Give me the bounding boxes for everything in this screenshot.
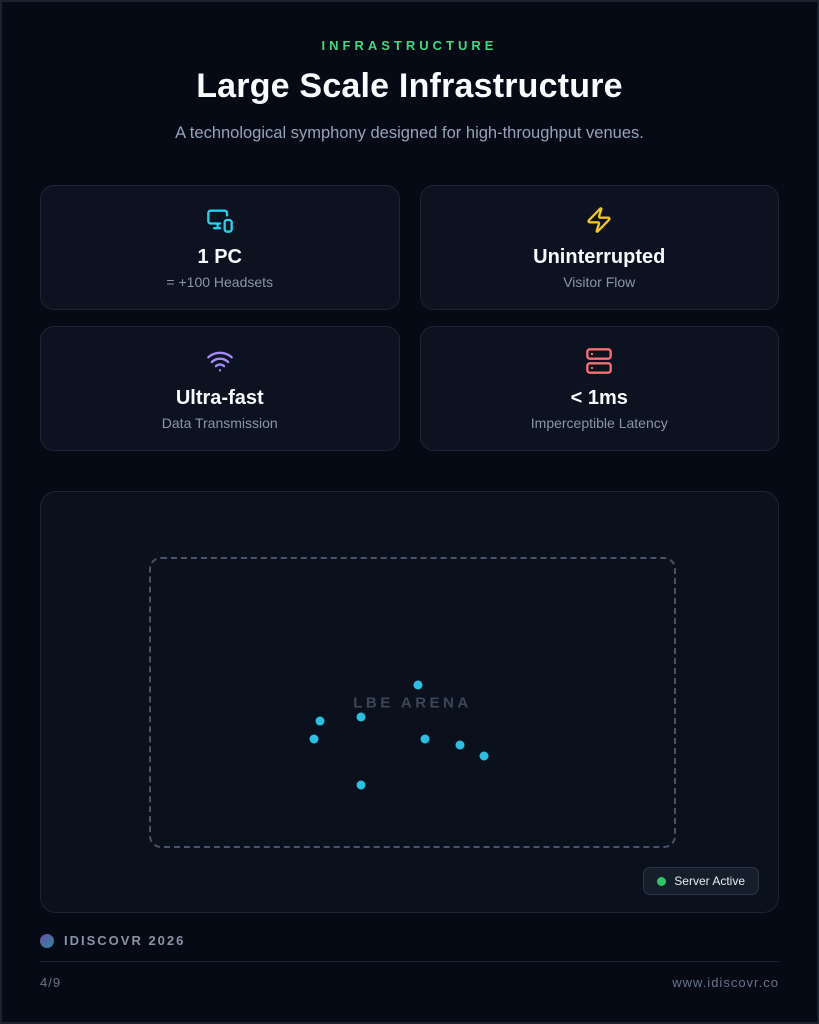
footer-bottom-row: 4/9 www.idiscovr.co	[40, 975, 779, 990]
status-label: Server Active	[674, 874, 745, 888]
stat-card-data-transmission: Ultra-fast Data Transmission	[40, 326, 400, 451]
server-dot-icon	[309, 734, 319, 744]
server-dot-icon	[479, 751, 489, 761]
server-dot-icon	[356, 780, 366, 790]
server-dot-icon	[420, 734, 430, 744]
zap-icon	[585, 205, 613, 235]
stat-subtitle: = +100 Headsets	[166, 274, 274, 290]
eyebrow-label: INFRASTRUCTURE	[321, 38, 498, 53]
wifi-icon	[206, 346, 234, 376]
stat-card-visitor-flow: Uninterrupted Visitor Flow	[419, 185, 779, 310]
stat-title: Uninterrupted	[533, 246, 666, 268]
arena-floorplan: LBE ARENA	[149, 557, 676, 848]
website-link[interactable]: www.idiscovr.co	[672, 975, 779, 990]
footer-divider	[40, 961, 779, 962]
page-subtitle: A technological symphony designed for hi…	[175, 124, 644, 142]
monitor-smartphone-icon	[206, 205, 234, 235]
header: INFRASTRUCTURE Large Scale Infrastructur…	[40, 38, 779, 143]
stat-subtitle: Visitor Flow	[563, 274, 636, 290]
server-dot-icon	[356, 712, 366, 722]
stat-cards: 1 PC = +100 Headsets Uninterrupted Visit…	[40, 185, 779, 451]
stat-card-pc: 1 PC = +100 Headsets	[40, 185, 400, 310]
server-icon	[585, 346, 613, 376]
page-indicator: 4/9	[40, 975, 62, 990]
page-title: Large Scale Infrastructure	[196, 67, 623, 105]
server-active-badge: Server Active	[643, 867, 759, 895]
stat-card-latency: < 1ms Imperceptible Latency	[419, 326, 779, 451]
server-dot-icon	[413, 680, 423, 690]
stat-title: < 1ms	[570, 387, 628, 409]
footer: IDISCOVR 2026 4/9 www.idiscovr.co	[40, 933, 779, 990]
arena-map-panel: LBE ARENA Server Active	[40, 491, 779, 913]
server-dot-icon	[315, 716, 325, 726]
stat-title: Ultra-fast	[175, 387, 264, 409]
brand-name: IDISCOVR 2026	[64, 933, 186, 948]
brand-row: IDISCOVR 2026	[40, 933, 779, 948]
stat-title: 1 PC	[197, 246, 242, 268]
brand-logo-icon	[40, 933, 54, 948]
stat-subtitle: Data Transmission	[161, 415, 278, 431]
arena-label: LBE ARENA	[353, 694, 472, 711]
status-dot-icon	[657, 876, 667, 886]
server-dot-icon	[455, 740, 465, 750]
stat-subtitle: Imperceptible Latency	[530, 415, 668, 431]
